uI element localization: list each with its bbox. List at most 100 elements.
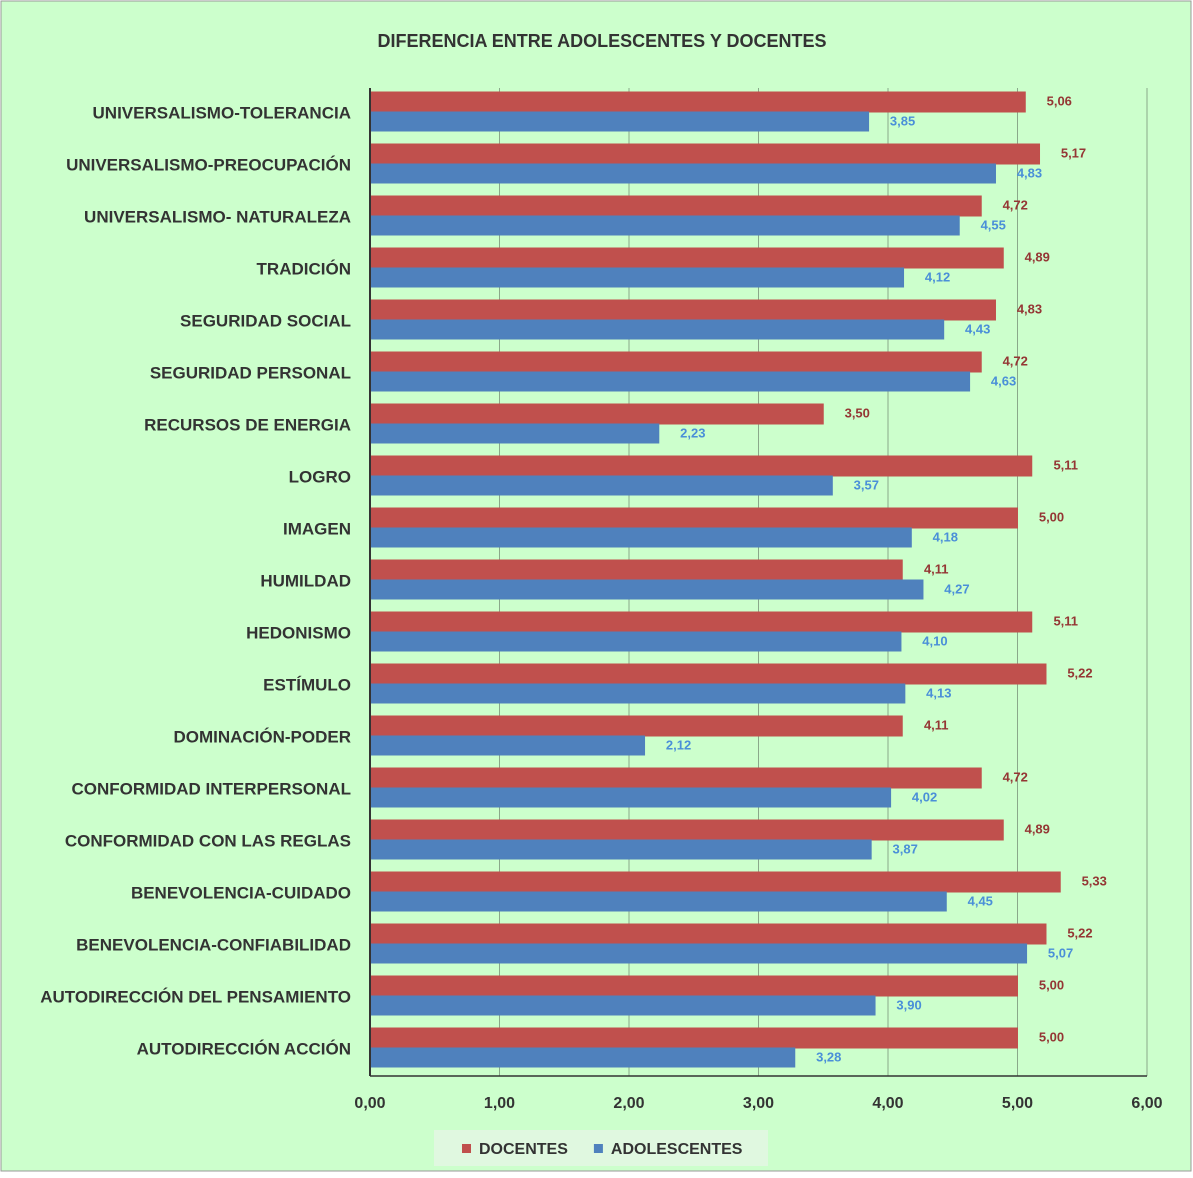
x-tick-label: 0,00 [354, 1095, 385, 1112]
bar [369, 683, 906, 704]
data-label: 4,02 [912, 789, 937, 804]
data-label: 4,72 [1003, 769, 1028, 784]
y-tick-label: HUMILDAD [260, 571, 351, 590]
bar [369, 423, 660, 444]
bar [369, 611, 1033, 633]
y-tick-label: BENEVOLENCIA-CONFIABILIDAD [76, 935, 351, 954]
y-tick-label: CONFORMIDAD INTERPERSONAL [71, 779, 351, 798]
bar [369, 143, 1041, 165]
data-label: 3,85 [890, 113, 915, 128]
bar [369, 767, 982, 789]
bar [369, 631, 902, 652]
bar [369, 475, 833, 496]
bar [369, 163, 996, 184]
bar [369, 215, 960, 236]
bar [369, 299, 996, 321]
data-label: 5,11 [1053, 613, 1078, 628]
y-tick-label: SEGURIDAD PERSONAL [150, 363, 351, 382]
y-tick-label: TRADICIÓN [257, 259, 351, 278]
data-label: 4,72 [1003, 197, 1028, 212]
bar [369, 247, 1004, 269]
data-label: 5,07 [1048, 945, 1073, 960]
bar [369, 975, 1018, 997]
data-label: 3,90 [896, 997, 921, 1012]
data-label: 4,10 [922, 633, 947, 648]
data-label: 2,23 [680, 425, 705, 440]
legend-label: ADOLESCENTES [611, 1141, 743, 1158]
data-label: 4,89 [1025, 821, 1050, 836]
bar [369, 507, 1018, 529]
y-tick-label: BENEVOLENCIA-CUIDADO [131, 883, 351, 902]
y-tick-label: DOMINACIÓN-PODER [173, 727, 351, 746]
bar [369, 403, 824, 425]
data-label: 5,00 [1039, 1029, 1064, 1044]
bar [369, 839, 872, 860]
data-label: 3,50 [845, 405, 870, 420]
legend-swatch [593, 1144, 603, 1153]
data-label: 4,72 [1003, 353, 1028, 368]
legend-swatch [462, 1144, 471, 1153]
data-label: 3,28 [816, 1049, 841, 1064]
data-label: 4,12 [925, 269, 950, 284]
data-label: 4,18 [933, 529, 958, 544]
y-tick-label: IMAGEN [283, 519, 351, 538]
data-label: 4,83 [1017, 301, 1042, 316]
data-label: 5,17 [1061, 145, 1086, 160]
data-label: 4,13 [926, 685, 951, 700]
bar [369, 891, 947, 912]
bar [369, 91, 1026, 113]
x-tick-label: 4,00 [872, 1095, 903, 1112]
bar [369, 871, 1061, 893]
data-label: 3,57 [854, 477, 879, 492]
x-tick-label: 3,00 [743, 1095, 774, 1112]
y-tick-label: LOGRO [289, 467, 351, 486]
bar [369, 1047, 796, 1068]
data-label: 4,83 [1017, 165, 1042, 180]
data-label: 5,22 [1067, 925, 1092, 940]
data-label: 3,87 [893, 841, 918, 856]
bar [369, 787, 892, 808]
bar [369, 995, 876, 1016]
bar [369, 267, 905, 288]
chart-title: DIFERENCIA ENTRE ADOLESCENTES Y DOCENTES [377, 31, 826, 51]
x-tick-label: 6,00 [1131, 1095, 1162, 1112]
data-label: 4,89 [1025, 249, 1050, 264]
y-tick-label: SEGURIDAD SOCIAL [180, 311, 351, 330]
bar [369, 1027, 1018, 1049]
y-tick-label: HEDONISMO [246, 623, 351, 642]
legend-label: DOCENTES [479, 1141, 568, 1158]
y-tick-label: ESTÍMULO [263, 675, 351, 694]
y-tick-label: CONFORMIDAD CON LAS REGLAS [65, 831, 351, 850]
bar [369, 735, 646, 756]
bar [369, 195, 982, 217]
x-tick-label: 5,00 [1002, 1095, 1033, 1112]
data-label: 5,33 [1082, 873, 1107, 888]
data-label: 4,63 [991, 373, 1016, 388]
data-label: 4,27 [944, 581, 969, 596]
data-label: 5,22 [1067, 665, 1092, 680]
y-tick-label: UNIVERSALISMO-PREOCUPACIÓN [66, 155, 351, 174]
bar [369, 579, 924, 600]
bar [369, 527, 912, 548]
data-label: 4,11 [924, 561, 949, 576]
bar [369, 351, 982, 373]
data-label: 4,45 [968, 893, 993, 908]
data-label: 4,11 [924, 717, 949, 732]
y-tick-label: UNIVERSALISMO- NATURALEZA [84, 207, 351, 226]
bar [369, 559, 903, 581]
y-tick-label: UNIVERSALISMO-TOLERANCIA [93, 103, 351, 122]
bar [369, 319, 945, 340]
bar [369, 371, 971, 392]
y-tick-label: RECURSOS DE ENERGIA [144, 415, 351, 434]
data-label: 5,06 [1047, 93, 1072, 108]
bar [369, 943, 1028, 964]
y-tick-label: AUTODIRECCIÓN DEL PENSAMIENTO [40, 987, 351, 1006]
bar [369, 455, 1033, 477]
data-label: 4,55 [981, 217, 1006, 232]
bar [369, 663, 1047, 685]
data-label: 5,11 [1053, 457, 1078, 472]
x-tick-label: 2,00 [613, 1095, 644, 1112]
bar [369, 819, 1004, 841]
data-label: 5,00 [1039, 977, 1064, 992]
